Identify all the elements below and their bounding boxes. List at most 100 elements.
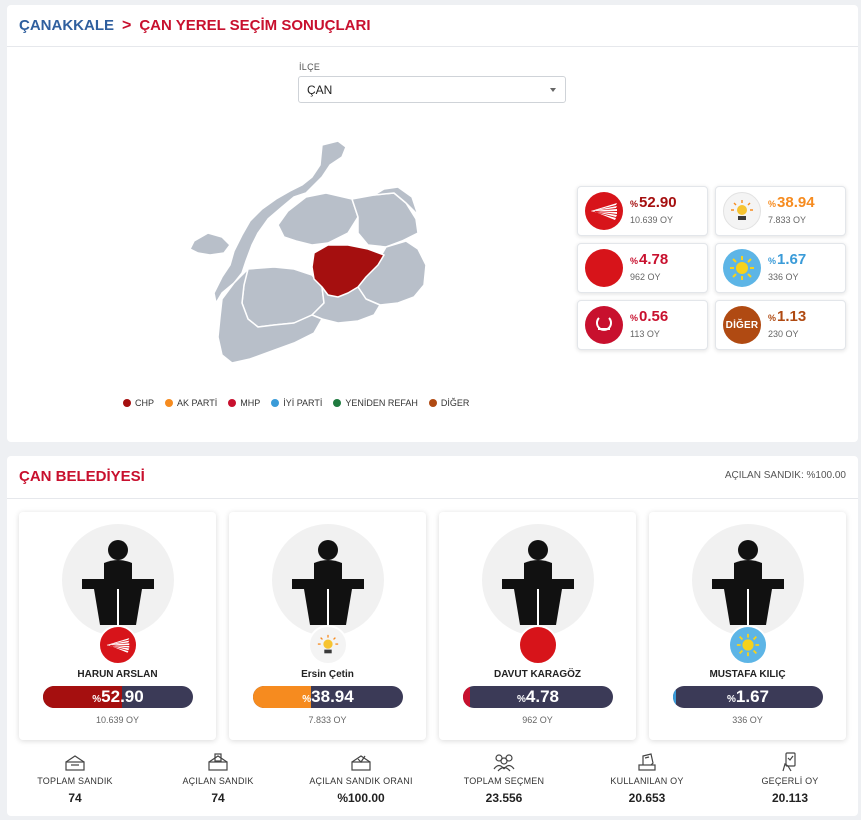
diger-logo: DİĞER: [723, 306, 761, 344]
candidate-vote-bar-fill: [673, 686, 676, 708]
candidate-votes: 7.833 OY: [308, 715, 347, 725]
candidate-percent: 4.78: [525, 687, 559, 706]
result-card-akparti[interactable]: %38.94 7.833 OY: [715, 186, 846, 236]
result-votes: 336 OY: [768, 272, 799, 282]
legend-dot: [271, 399, 280, 407]
candidate-votes: 962 OY: [522, 715, 553, 725]
legend-label: DİĞER: [440, 398, 470, 408]
chp-logo: [98, 625, 138, 665]
percent-sign: %: [768, 256, 777, 266]
legend-dot: [428, 399, 437, 407]
cast-vote-icon: [638, 753, 656, 771]
stat-value: 74: [68, 791, 82, 805]
candidate-podium-icon: [82, 540, 154, 625]
percent-sign: %: [727, 694, 736, 705]
candidate-card[interactable]: HARUN ARSLAN %52.90 10.639 OY: [19, 512, 216, 740]
yenidenrefah-logo: [585, 306, 623, 344]
diger-logo-text: DİĞER: [725, 319, 759, 331]
map-district-eceabat[interactable]: [189, 232, 231, 256]
district-map: [189, 140, 427, 364]
candidate-vote-bar-fill: [43, 686, 123, 708]
result-card-mhp[interactable]: %4.78 962 OY: [577, 243, 708, 293]
result-votes: 230 OY: [768, 329, 799, 339]
stat-value: 74: [211, 791, 225, 805]
candidate-votes: 336 OY: [732, 715, 763, 725]
district-select[interactable]: ÇAN: [298, 76, 566, 103]
legend-dot: [228, 399, 237, 407]
candidate-vote-bar-fill: [253, 686, 312, 708]
district-select-value: ÇAN: [307, 83, 333, 97]
result-votes: 7.833 OY: [768, 215, 807, 225]
legend-label: MHP: [240, 398, 261, 408]
legend-dot: [333, 399, 342, 407]
result-percent: 1.13: [777, 308, 807, 325]
candidate-name: DAVUT KARAGÖZ: [493, 669, 582, 680]
stat-label: KULLANILAN OY: [610, 776, 684, 786]
iyiparti-logo: [723, 249, 761, 287]
stat-total-ballot-boxes: TOPLAM SANDIK 74: [15, 752, 135, 805]
stat-value: 23.556: [485, 791, 523, 805]
legend-item-mhp: MHP: [228, 398, 260, 408]
legend-label: AK PARTİ: [177, 398, 218, 408]
result-votes: 962 OY: [630, 272, 661, 282]
akparti-logo: [308, 625, 348, 665]
stat-label: TOPLAM SANDIK: [37, 776, 113, 786]
legend-item-diger: DİĞER: [428, 398, 470, 408]
legend-item-iyiparti: İYİ PARTİ: [271, 398, 322, 408]
candidate-podium-icon: [292, 540, 364, 625]
candidate-name: MUSTAFA KILIÇ: [709, 669, 786, 680]
map-district-lapseki[interactable]: [277, 192, 359, 246]
result-card-chp[interactable]: %52.90 10.639 OY: [577, 186, 708, 236]
candidate-vote-bar: %38.94: [253, 686, 403, 708]
result-card-iyiparti[interactable]: %1.67 336 OY: [715, 243, 846, 293]
percent-sign: %: [768, 199, 777, 209]
percent-sign: %: [768, 313, 777, 323]
page-title: ÇAN YEREL SEÇİM SONUÇLARI: [139, 17, 371, 34]
breadcrumb: ÇANAKKALE > ÇAN YEREL SEÇİM SONUÇLARI: [7, 5, 858, 47]
candidate-percent: 38.94: [311, 687, 354, 706]
stat-label: TOPLAM SEÇMEN: [463, 776, 545, 786]
map-district-can-selected[interactable]: [311, 244, 385, 298]
opened-ballot-status: AÇILAN SANDIK: %100.00: [724, 470, 846, 481]
ballot-box-icon: [65, 755, 85, 771]
stat-total-voters: TOPLAM SEÇMEN 23.556: [444, 752, 564, 805]
candidate-podium-icon: [712, 540, 784, 625]
result-card-diger[interactable]: DİĞER %1.13 230 OY: [715, 300, 846, 350]
percent-sign: %: [517, 694, 526, 705]
map-district-biga[interactable]: [373, 186, 419, 216]
result-percent: 38.94: [777, 194, 815, 211]
candidate-card[interactable]: DAVUT KARAGÖZ %4.78 962 OY: [439, 512, 636, 740]
valid-vote-icon: [782, 752, 796, 772]
map-legend: CHP AK PARTİ MHP İYİ PARTİ YENİDEN REFAH…: [123, 398, 469, 408]
stat-valid-votes: GEÇERLİ OY 20.113: [730, 752, 850, 805]
stat-value: 20.113: [771, 791, 809, 805]
stat-label: GEÇERLİ OY: [761, 776, 819, 786]
chp-logo: [585, 192, 623, 230]
percent-sign: %: [630, 313, 639, 323]
candidate-card[interactable]: MUSTAFA KILIÇ %1.67 336 OY: [649, 512, 846, 740]
mhp-logo: [585, 249, 623, 287]
result-card-yenidenrefah[interactable]: %0.56 113 OY: [577, 300, 708, 350]
result-percent: 4.78: [639, 251, 669, 268]
candidate-card[interactable]: Ersin Çetin %38.94 7.833 OY: [229, 512, 426, 740]
percent-sign: %: [92, 694, 102, 705]
district-select-label: İLÇE: [299, 62, 321, 72]
candidate-vote-bar: %1.67: [673, 686, 823, 708]
candidate-percent: 1.67: [735, 687, 769, 706]
stat-opened-ballot-boxes: AÇILAN SANDIK 74: [158, 752, 278, 805]
stat-value: 20.653: [628, 791, 666, 805]
breadcrumb-separator: >: [122, 16, 132, 34]
breadcrumb-province-link[interactable]: ÇANAKKALE: [19, 17, 114, 34]
percent-sign: %: [630, 256, 639, 266]
candidate-vote-bar: %4.78: [463, 686, 613, 708]
candidate-podium-icon: [502, 540, 574, 625]
iyiparti-logo: [728, 625, 768, 665]
map-district-ayvacik[interactable]: [217, 268, 323, 364]
candidate-votes: 10.639 OY: [95, 715, 140, 725]
municipality-title: ÇAN BELEDİYESİ: [19, 468, 145, 485]
candidate-percent: 52.90: [101, 687, 144, 706]
percent-sign: %: [630, 199, 639, 209]
stat-label: AÇILAN SANDIK: [182, 776, 254, 786]
mhp-logo: [518, 625, 558, 665]
legend-item-yenidenrefah: YENİDEN REFAH: [333, 398, 418, 408]
